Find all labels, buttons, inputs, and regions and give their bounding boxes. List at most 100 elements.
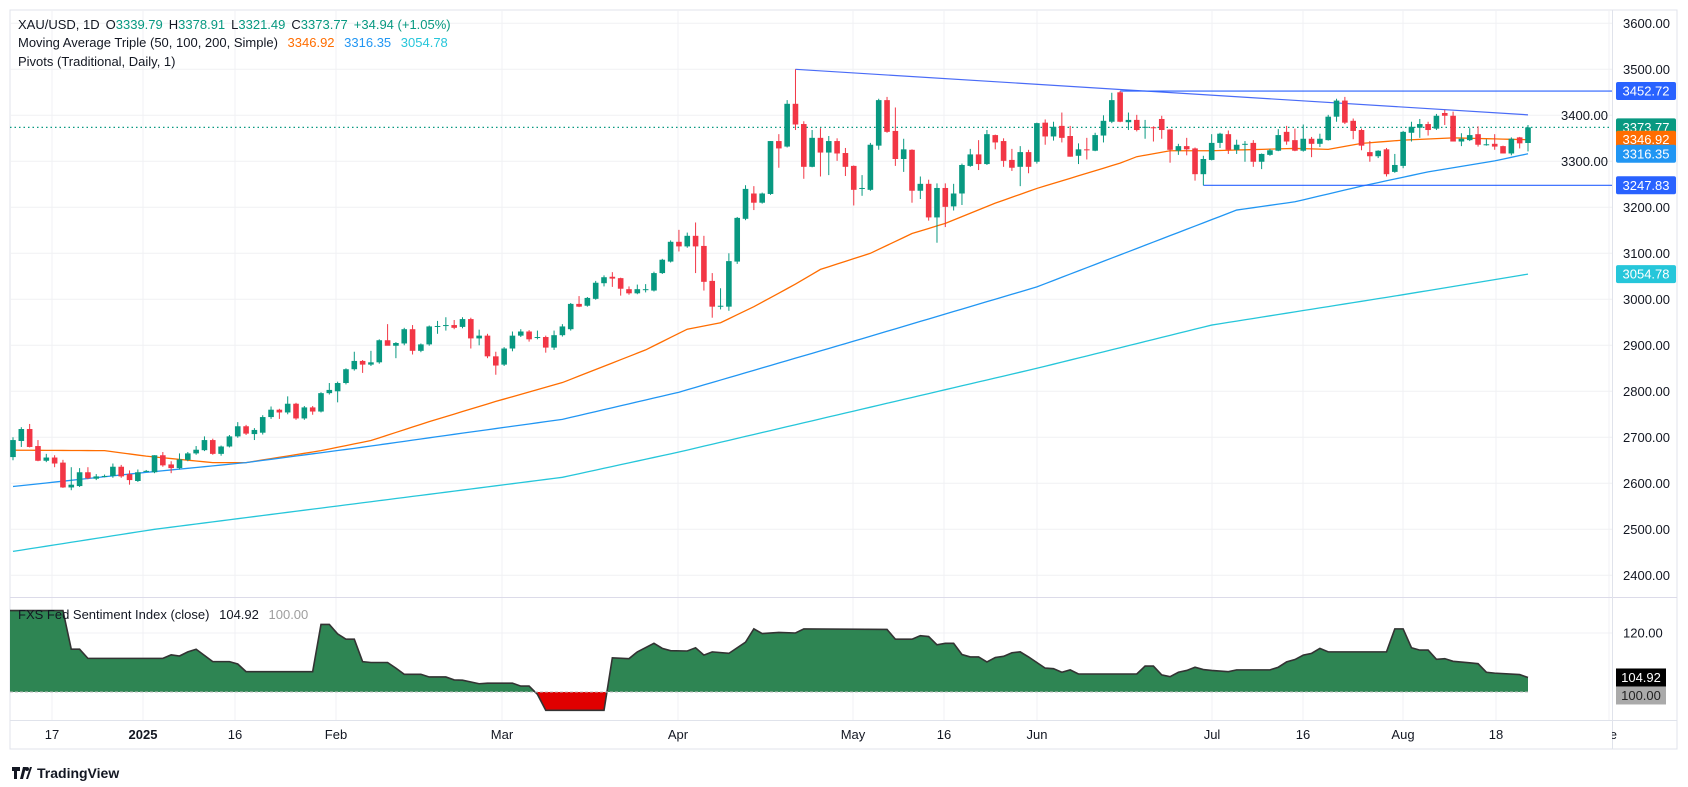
candle-body [776, 141, 782, 149]
candle-body [268, 409, 274, 418]
candle-body [1233, 144, 1240, 150]
candle [176, 453, 183, 470]
candle-body [642, 289, 649, 291]
candle [76, 468, 83, 487]
tradingview-logo[interactable]: TradingView [12, 765, 119, 781]
candle-body [401, 329, 408, 344]
candle-body [1525, 127, 1531, 143]
candle [659, 258, 666, 274]
candle-body [701, 245, 707, 282]
candle-body [601, 277, 607, 284]
candle-body [784, 103, 790, 147]
candle-body [1342, 100, 1348, 123]
candle [567, 302, 574, 331]
candle-body [434, 325, 441, 327]
candle-body [992, 135, 999, 143]
time-tick-label: Apr [668, 727, 689, 742]
time-tick-label: Jun [1027, 727, 1048, 742]
candle-body [767, 141, 774, 194]
candle [243, 424, 249, 435]
price-axis-badge [1616, 176, 1676, 195]
candle-body [1217, 133, 1223, 143]
candle [1508, 137, 1515, 156]
candle-body [1017, 152, 1024, 167]
candle [859, 175, 865, 196]
candle [443, 317, 449, 331]
candle-body [1283, 131, 1290, 142]
ma-title[interactable]: Moving Average Triple (50, 100, 200, Sim… [18, 35, 278, 50]
candle-body [892, 130, 899, 159]
candle [201, 436, 208, 452]
candle-body [1100, 120, 1107, 136]
candle-body [1084, 149, 1090, 151]
candle-body [1225, 134, 1232, 150]
sentiment-pane[interactable] [10, 609, 1529, 712]
candle [484, 333, 491, 359]
candle [143, 469, 149, 472]
price-tick-label: 3100.00 [1623, 246, 1670, 261]
candle-body [1400, 131, 1406, 166]
candle-body [634, 289, 641, 294]
candle [1133, 114, 1140, 132]
candle [326, 383, 333, 395]
candle [825, 136, 832, 176]
candle [426, 325, 433, 346]
candle-body [201, 440, 208, 451]
candle [759, 192, 765, 204]
ma100-line [12, 153, 1529, 488]
candle-body [251, 429, 258, 435]
candle [459, 317, 466, 329]
change-value: +34.94 (+1.05%) [353, 17, 451, 32]
axis-mask [1601, 722, 1612, 746]
price-tick-label: 2900.00 [1623, 338, 1670, 353]
candle [925, 179, 932, 221]
candle [734, 216, 741, 264]
sentiment-title[interactable]: FXS Fed Sentiment Index (close) [18, 607, 210, 622]
pivots-title[interactable]: Pivots (Traditional, Daily, 1) [18, 54, 176, 69]
candle [792, 69, 799, 131]
candle-body [842, 153, 849, 167]
candle-body [218, 446, 224, 454]
candle [409, 325, 416, 355]
candle [1433, 113, 1440, 131]
candle-body [51, 457, 58, 464]
candle-body [1075, 149, 1082, 156]
candle [1108, 92, 1115, 124]
candle [126, 470, 133, 485]
brand-name: TradingView [37, 765, 120, 781]
candle-body [1500, 146, 1506, 154]
candle [1466, 128, 1473, 142]
price-pane[interactable] [10, 68, 1612, 553]
open-label: O [105, 17, 116, 32]
candle [1092, 132, 1098, 152]
high-label: H [168, 17, 179, 32]
ma200-line [12, 273, 1529, 553]
candle [268, 406, 274, 419]
descending-trendline [795, 68, 1529, 116]
candle-body [1483, 144, 1490, 146]
candle [18, 427, 25, 447]
candle-body [676, 241, 682, 247]
candle-body [967, 154, 974, 166]
candle [917, 176, 924, 200]
candle-body [368, 362, 374, 365]
symbol-title[interactable]: XAU/USD, 1D [18, 17, 100, 32]
price-axis-badge [1616, 82, 1676, 101]
candle [234, 422, 241, 438]
candle-body [293, 403, 299, 419]
candle [717, 288, 724, 310]
candle-body [1350, 120, 1356, 131]
candle [1167, 129, 1173, 163]
candle [26, 423, 33, 448]
candle [359, 360, 366, 373]
candle [975, 140, 982, 171]
candle-body [68, 484, 75, 488]
candle-body [1516, 137, 1523, 144]
candle [1025, 149, 1032, 174]
open-value: 3339.79 [115, 17, 163, 32]
close-label: C [291, 17, 301, 32]
candle [1350, 118, 1356, 140]
candle-body [1050, 126, 1057, 137]
candle [1308, 136, 1315, 158]
